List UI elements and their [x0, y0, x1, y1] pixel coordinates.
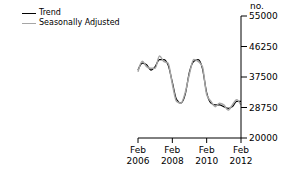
- svg-text:46250: 46250: [249, 42, 275, 52]
- html-text:Seasonally Adjusted: Seasonally Adjusted: [39, 18, 120, 27]
- svg-text:Feb: Feb: [199, 145, 215, 155]
- svg-text:20000: 20000: [249, 133, 275, 143]
- html-text:Trend: Trend: [39, 8, 61, 17]
- svg-text:2008: 2008: [161, 156, 184, 166]
- html-text:no.: no.: [250, 1, 264, 11]
- svg-text:28750: 28750: [249, 103, 275, 113]
- svg-text:2012: 2012: [230, 156, 253, 166]
- svg-text:Feb: Feb: [164, 145, 180, 155]
- svg-text:55000: 55000: [249, 11, 275, 21]
- svg-text:2010: 2010: [195, 156, 218, 166]
- svg-text:Feb: Feb: [130, 145, 146, 155]
- svg-text:2006: 2006: [127, 156, 150, 166]
- svg-text:37500: 37500: [249, 72, 275, 82]
- svg-text:Feb: Feb: [233, 145, 249, 155]
